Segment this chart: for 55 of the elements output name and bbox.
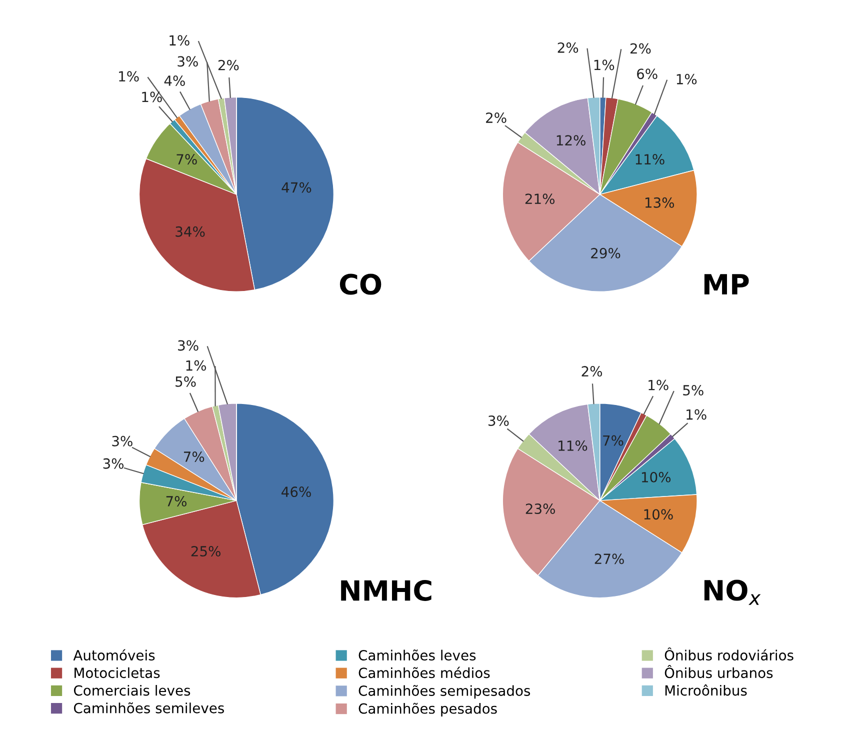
legend-label: Caminhões semipesados (358, 684, 530, 699)
data-label: 1% (686, 409, 706, 420)
data-label: 1% (142, 92, 162, 102)
data-label: 12% (556, 135, 586, 146)
data-label: 34% (176, 226, 205, 237)
data-label: 3% (488, 415, 509, 426)
data-label: 47% (282, 182, 312, 193)
legend-label: Comerciais leves (74, 684, 190, 696)
legend-label: Caminhões médios (358, 666, 490, 678)
data-label: 2% (558, 42, 578, 53)
data-label: 1% (648, 380, 668, 390)
data-label: 1% (119, 71, 139, 82)
data-label: 3% (178, 56, 198, 67)
data-label: 3% (112, 436, 132, 446)
data-label: 7% (184, 451, 204, 462)
text: MP (704, 274, 749, 294)
text: NMHC (341, 580, 432, 601)
data-label: 7% (603, 435, 624, 446)
legend-label: Caminhões leves (358, 650, 476, 661)
data-label: 27% (594, 554, 624, 564)
data-label: 10% (642, 472, 671, 482)
data-label: 21% (525, 194, 555, 204)
data-label: 1% (676, 74, 697, 84)
data-label: 7% (176, 154, 197, 165)
data-label: 5% (683, 384, 704, 396)
data-label: 25% (191, 546, 220, 556)
data-label: 29% (591, 248, 620, 258)
data-label: 46% (282, 486, 311, 498)
data-label: 2% (218, 60, 239, 70)
data-label: 1% (170, 35, 190, 46)
legend-label: Automóveis (73, 649, 155, 661)
text: CO (340, 274, 382, 295)
data-label: 2% (486, 112, 506, 124)
legend-label: Ônibus urbanos (664, 665, 773, 678)
data-label: 4% (164, 75, 185, 86)
data-label: 5% (176, 376, 196, 387)
text: NO$_{x}$ (704, 580, 761, 605)
legend-label: Motocicletas (74, 667, 160, 678)
data-label: 2% (582, 366, 602, 377)
data-label: 1% (186, 360, 206, 371)
data-label: 2% (630, 43, 651, 54)
data-label: 1% (594, 60, 614, 70)
legend-label: Caminhões semileves (74, 702, 224, 714)
legend-label: Ônibus rodoviários (664, 647, 794, 661)
legend-label: Microônibus (665, 684, 747, 696)
data-label: 11% (558, 440, 588, 451)
data-label: 6% (637, 68, 658, 80)
data-label: 7% (166, 496, 187, 507)
data-label: 3% (178, 340, 198, 351)
legend-label: Caminhões pesados (358, 702, 497, 716)
data-label: 3% (103, 458, 124, 469)
data-label: 11% (636, 154, 664, 165)
data-label: 23% (526, 504, 555, 514)
data-label: 13% (645, 197, 674, 208)
data-label: 10% (644, 509, 673, 520)
